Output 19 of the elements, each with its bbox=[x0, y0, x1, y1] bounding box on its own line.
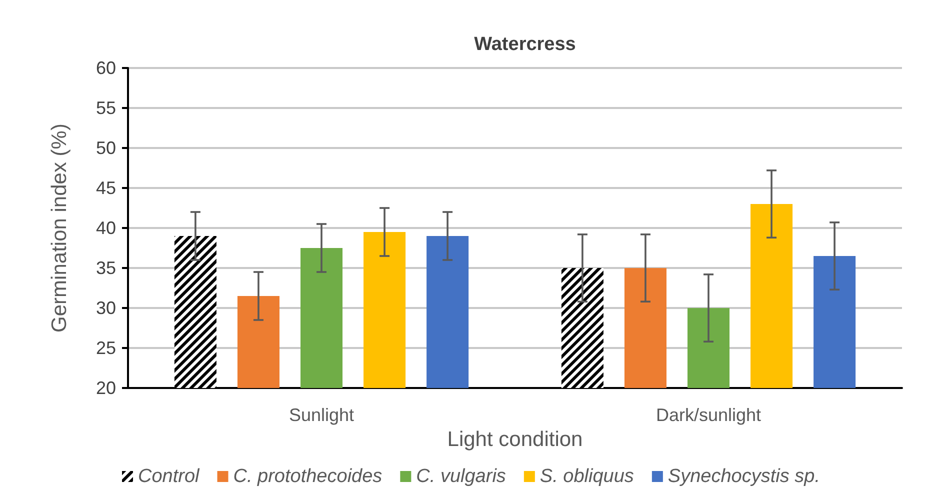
legend-label: Control bbox=[138, 466, 200, 487]
y-tick-label: 45 bbox=[96, 178, 116, 198]
chart-title: Watercress bbox=[474, 34, 576, 55]
y-tick-label: 25 bbox=[96, 338, 116, 358]
y-tick-label: 35 bbox=[96, 258, 116, 278]
legend-label: C. protothecoides bbox=[233, 466, 383, 487]
y-tick-label: 55 bbox=[96, 98, 116, 118]
x-tick-label: Sunlight bbox=[288, 405, 354, 425]
legend-label: Synechocystis sp. bbox=[668, 466, 820, 487]
x-tick-label: Dark/sunlight bbox=[656, 405, 762, 425]
legend-label: S. obliquus bbox=[540, 466, 634, 487]
x-axis-title: Light condition bbox=[447, 428, 583, 451]
y-tick-label: 30 bbox=[96, 298, 116, 318]
y-tick-label: 50 bbox=[96, 138, 116, 158]
y-tick-label: 40 bbox=[96, 218, 116, 238]
y-tick-label: 20 bbox=[96, 378, 116, 398]
y-axis-title: Germination index (%) bbox=[48, 124, 71, 332]
y-tick-label: 60 bbox=[96, 58, 116, 78]
legend-label: C. vulgaris bbox=[416, 466, 506, 487]
